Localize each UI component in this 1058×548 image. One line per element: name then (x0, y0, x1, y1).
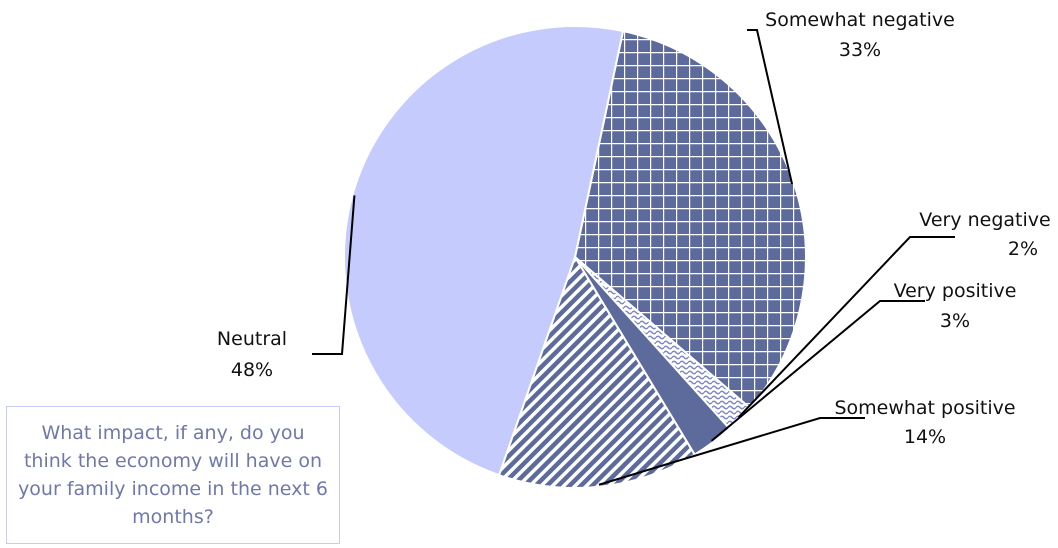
slice-value-somewhat-negative: 33% (839, 39, 881, 61)
leader-line-somewhat-negative (747, 29, 794, 185)
slice-labels: Somewhat negative 33% Very negative 2% Very … (217, 9, 1051, 448)
slice-value-neutral: 48% (231, 359, 273, 381)
slice-label-very-negative: Very negative (919, 209, 1050, 231)
slice-value-very-positive: 3% (940, 310, 970, 332)
pie-slice-neutral (343, 25, 625, 477)
slice-label-neutral: Neutral (217, 328, 287, 350)
leader-line-very-positive (710, 300, 925, 442)
leader-line-somewhat-positive (598, 417, 865, 486)
pie-slice-somewhat-positive (497, 254, 697, 489)
slice-label-somewhat-positive: Somewhat positive (834, 397, 1015, 419)
pie-slice-somewhat-negative (573, 29, 807, 410)
leader-line-very-negative (737, 236, 955, 418)
slice-value-somewhat-positive: 14% (904, 426, 946, 448)
leader-lines (312, 29, 955, 486)
slice-label-very-positive: Very positive (894, 280, 1017, 302)
question-text: What impact, if any, do you think the ec… (18, 422, 328, 528)
question-box: What impact, if any, do you think the ec… (6, 406, 340, 544)
leader-line-neutral (312, 195, 356, 355)
slice-label-somewhat-negative: Somewhat negative (765, 9, 955, 31)
pie-slices (343, 25, 807, 489)
slice-value-very-negative: 2% (1008, 238, 1038, 260)
